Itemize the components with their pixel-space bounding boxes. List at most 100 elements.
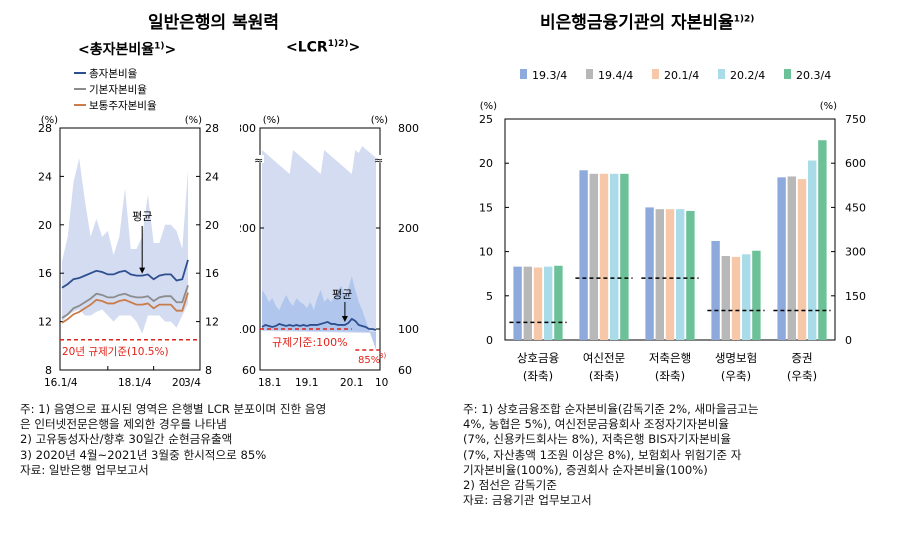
bar — [610, 173, 619, 340]
y-tick-label-right: 450 — [845, 201, 866, 214]
x-tick-label: 10 — [375, 377, 388, 389]
y-tick-label-right: 20 — [205, 219, 219, 232]
bar — [655, 209, 664, 340]
bar — [721, 256, 730, 340]
y-tick-label-right: 12 — [205, 316, 219, 329]
lcr-subtitle: <LCR1)2)> — [286, 39, 361, 56]
axis-break-mark: ≈ — [374, 154, 383, 167]
source-line: 자료: 금융기관 업무보고서 — [463, 493, 592, 508]
note-line: (7%, 자산총액 1조원 이상은 8%), 보험회사 위험기준 자 — [463, 447, 742, 462]
category-axis-label: (우축) — [721, 369, 751, 383]
note-line: (7%, 신용카드회사는 8%), 저축은행 BIS자기자본비율 — [463, 432, 732, 447]
bar — [752, 250, 761, 340]
bar — [544, 266, 553, 340]
y-tick-label-right: 800 — [398, 122, 419, 135]
series-line-2 — [61, 292, 189, 324]
note-line: 2) 고유동성자산/향후 30일간 순현금유출액 — [20, 432, 233, 447]
x-tick-label: 16.1/4 — [44, 377, 78, 389]
legend-swatch — [718, 69, 725, 79]
y-tick-label-left: 28 — [38, 122, 52, 135]
unit-left: (%) — [263, 115, 280, 126]
category-label: 저축은행 — [649, 351, 691, 365]
y-tick-label-right: 60 — [398, 364, 412, 377]
capital-ratio-subtitle: <총자본비율1)> — [78, 41, 177, 58]
y-tick-label-left: 100 — [240, 323, 256, 336]
note-line: 4%, 농협은 5%), 여신전문금융회사 조정자기자본비율 — [463, 417, 730, 432]
note-line: 주: 1) 상호금융조합 순자본비율(감독기준 2%, 새마을금고는 — [463, 402, 759, 416]
legend-label: 기본자본비율 — [89, 84, 147, 96]
bar — [523, 266, 532, 340]
bar — [665, 209, 675, 340]
y-tick-label-left: 20 — [479, 157, 493, 170]
x-tick-label: 19.1 — [295, 377, 318, 389]
bar — [579, 170, 588, 340]
lcr-average-line — [261, 317, 377, 331]
nonbank-bar-chart: 19.3/4 19.4/4 20.1/4 20.2/4 20.3/4 0 5 10 15 20 25… — [479, 69, 866, 383]
y-tick-label-right: 300 — [845, 246, 866, 259]
legend-swatch — [520, 69, 527, 79]
y-tick-label-left: 24 — [38, 170, 52, 183]
x-tick-label: 20.1 — [340, 377, 363, 389]
note-line: 2) 점선은 감독기준 — [463, 478, 557, 493]
note-line: 3) 2020년 4월~2021년 3월중 한시적으로 85% — [20, 447, 267, 462]
bar — [742, 254, 751, 340]
legend-label: 20.1/4 — [664, 69, 699, 82]
y-tick-label-left: 5 — [486, 290, 493, 303]
y-tick-label-right: 100 — [398, 323, 419, 336]
legend-swatch — [586, 69, 593, 79]
y-tick-label-right: 16 — [205, 267, 219, 280]
legend-label: 19.4/4 — [598, 69, 633, 82]
y-tick-label-left: 8 — [45, 364, 52, 377]
bar — [676, 209, 685, 340]
bar — [554, 265, 563, 340]
series-line-0 — [61, 259, 189, 289]
bar — [513, 266, 522, 340]
bar — [620, 173, 629, 340]
category-label: 여신전문 — [583, 351, 625, 365]
legend-label: 20.2/4 — [730, 69, 765, 82]
y-tick-label-right: 8 — [205, 364, 212, 377]
note-line: 기자본비율(100%), 증권회사 순자본비율(100%) — [463, 462, 708, 477]
y-tick-label-right: 28 — [205, 122, 219, 135]
annotation-arrowhead — [139, 267, 146, 274]
x-tick-label: 20 — [172, 377, 185, 389]
y-tick-label-left: 15 — [479, 201, 493, 214]
bar — [686, 210, 695, 340]
regulation-label: 20년 규제기준(10.5%) — [62, 346, 169, 358]
annotation-average: 평균 — [332, 288, 352, 301]
bar — [589, 173, 598, 340]
bar — [777, 177, 786, 340]
legend-label: 총자본비율 — [89, 68, 138, 80]
regulation-label-100: 규제기준:100% — [272, 336, 348, 349]
y-tick-label-left: 25 — [479, 113, 493, 126]
x-tick-label: 18.1/4 — [118, 377, 152, 389]
source-line: 자료: 일반은행 업무보고서 — [20, 462, 149, 477]
y-tick-label-right: 750 — [845, 113, 866, 126]
unit-right: (%) — [371, 115, 388, 126]
category-axis-label: (좌축) — [589, 369, 619, 383]
lcr-outer-band — [262, 146, 376, 334]
unit-left: (%) — [41, 115, 58, 126]
series-line-1 — [61, 285, 189, 319]
distribution-band — [62, 158, 188, 334]
bar — [533, 267, 543, 340]
y-tick-label-right: 600 — [845, 157, 866, 170]
x-tick-label: 18.1 — [258, 377, 281, 389]
annotation-average: 평균 — [132, 210, 152, 223]
y-tick-label-left: 20 — [38, 219, 52, 232]
y-tick-label-left: 200 — [240, 222, 256, 235]
bar — [787, 176, 796, 340]
bar — [711, 240, 720, 340]
y-tick-label-right: 0 — [845, 334, 852, 347]
axis-break-bg — [256, 155, 264, 163]
bar — [599, 173, 609, 340]
regulation-label-85-sup: 3) — [379, 352, 386, 360]
y-tick-label-right: 24 — [205, 170, 219, 183]
category-label: 상호금융 — [517, 351, 559, 365]
category-label: 증권 — [791, 351, 812, 365]
legend-swatch — [784, 69, 791, 79]
category-axis-label: (좌축) — [655, 369, 685, 383]
unit-right: (%) — [185, 115, 202, 126]
unit-left: (%) — [480, 101, 497, 112]
category-label: 생명보험 — [715, 351, 757, 365]
